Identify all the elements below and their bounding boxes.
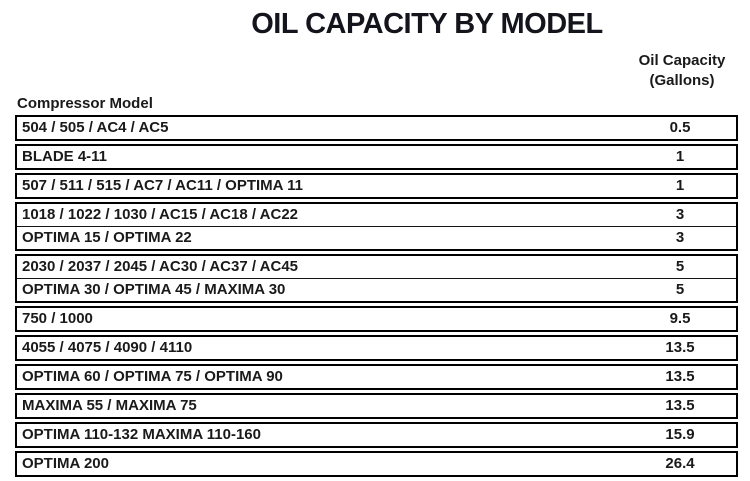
table-row-group: OPTIMA 60 / OPTIMA 75 / OPTIMA 90 13.5: [15, 364, 738, 390]
capacity-cell: 5: [675, 258, 685, 275]
table-row-group: OPTIMA 200 26.4: [15, 451, 738, 477]
table-row-group: 507 / 511 / 515 / AC7 / AC11 / OPTIMA 11…: [15, 173, 738, 199]
capacity-cell: 5: [675, 281, 685, 298]
table-row-group: 750 / 1000 9.5: [15, 306, 738, 332]
page-title: OIL CAPACITY BY MODEL: [251, 8, 603, 40]
table-row-group: OPTIMA 110-132 MAXIMA 110-160 15.9: [15, 422, 738, 448]
capacity-cell: 26.4: [665, 455, 695, 472]
table-row: 750 / 1000 9.5: [17, 308, 736, 330]
table-row-group: 2030 / 2037 / 2045 / AC30 / AC37 / AC45 …: [15, 254, 738, 303]
table-row: 4055 / 4075 / 4090 / 4110 13.5: [17, 337, 736, 359]
table-row: 2030 / 2037 / 2045 / AC30 / AC37 / AC45 …: [17, 256, 736, 278]
model-cell: OPTIMA 110-132 MAXIMA 110-160: [22, 426, 261, 443]
model-cell: 2030 / 2037 / 2045 / AC30 / AC37 / AC45: [22, 258, 298, 275]
model-cell: 507 / 511 / 515 / AC7 / AC11 / OPTIMA 11: [22, 177, 303, 194]
capacity-cell: 15.9: [665, 426, 695, 443]
table-row-group: MAXIMA 55 / MAXIMA 75 13.5: [15, 393, 738, 419]
table-row-group: BLADE 4-11 1: [15, 144, 738, 170]
table-row: 504 / 505 / AC4 / AC5 0.5: [17, 117, 736, 139]
capacity-cell: 13.5: [665, 339, 695, 356]
table-row: OPTIMA 110-132 MAXIMA 110-160 15.9: [17, 424, 736, 446]
table-row: OPTIMA 30 / OPTIMA 45 / MAXIMA 30 5: [17, 278, 736, 301]
table-row: OPTIMA 15 / OPTIMA 22 3: [17, 226, 736, 249]
model-cell: OPTIMA 15 / OPTIMA 22: [22, 229, 192, 246]
capacity-cell: 1: [675, 148, 685, 165]
model-cell: 1018 / 1022 / 1030 / AC15 / AC18 / AC22: [22, 206, 298, 223]
table-row: 1018 / 1022 / 1030 / AC15 / AC18 / AC22 …: [17, 204, 736, 226]
table-row: BLADE 4-11 1: [17, 146, 736, 168]
table-row: 507 / 511 / 515 / AC7 / AC11 / OPTIMA 11…: [17, 175, 736, 197]
capacity-cell: 13.5: [665, 397, 695, 414]
capacity-column-header: Oil Capacity (Gallons): [626, 51, 738, 92]
oil-capacity-table: Oil Capacity (Gallons) Compressor Model …: [15, 41, 738, 477]
model-cell: OPTIMA 30 / OPTIMA 45 / MAXIMA 30: [22, 281, 286, 298]
table-row: MAXIMA 55 / MAXIMA 75 13.5: [17, 395, 736, 417]
model-cell: 750 / 1000: [22, 310, 93, 327]
capacity-cell: 0.5: [669, 119, 691, 136]
table-row-group: 1018 / 1022 / 1030 / AC15 / AC18 / AC22 …: [15, 202, 738, 251]
model-cell: OPTIMA 60 / OPTIMA 75 / OPTIMA 90: [22, 368, 283, 385]
capacity-cell: 1: [675, 177, 685, 194]
model-cell: BLADE 4-11: [22, 148, 108, 165]
capacity-cell: 9.5: [669, 310, 691, 327]
model-cell: 4055 / 4075 / 4090 / 4110: [22, 339, 193, 356]
capacity-cell: 3: [675, 229, 685, 246]
table-header: Oil Capacity (Gallons) Compressor Model: [15, 41, 738, 115]
table-row: OPTIMA 60 / OPTIMA 75 / OPTIMA 90 13.5: [17, 366, 736, 388]
capacity-header-line2: (Gallons): [649, 72, 715, 90]
capacity-cell: 3: [675, 206, 685, 223]
model-cell: OPTIMA 200: [22, 455, 109, 472]
table-row: OPTIMA 200 26.4: [17, 453, 736, 475]
model-cell: MAXIMA 55 / MAXIMA 75: [22, 397, 197, 414]
model-cell: 504 / 505 / AC4 / AC5: [22, 119, 169, 136]
table-row-group: 504 / 505 / AC4 / AC5 0.5: [15, 115, 738, 141]
capacity-cell: 13.5: [665, 368, 695, 385]
table-row-group: 4055 / 4075 / 4090 / 4110 13.5: [15, 335, 738, 361]
capacity-header-line1: Oil Capacity: [638, 52, 726, 69]
model-column-header: Compressor Model: [17, 95, 153, 112]
